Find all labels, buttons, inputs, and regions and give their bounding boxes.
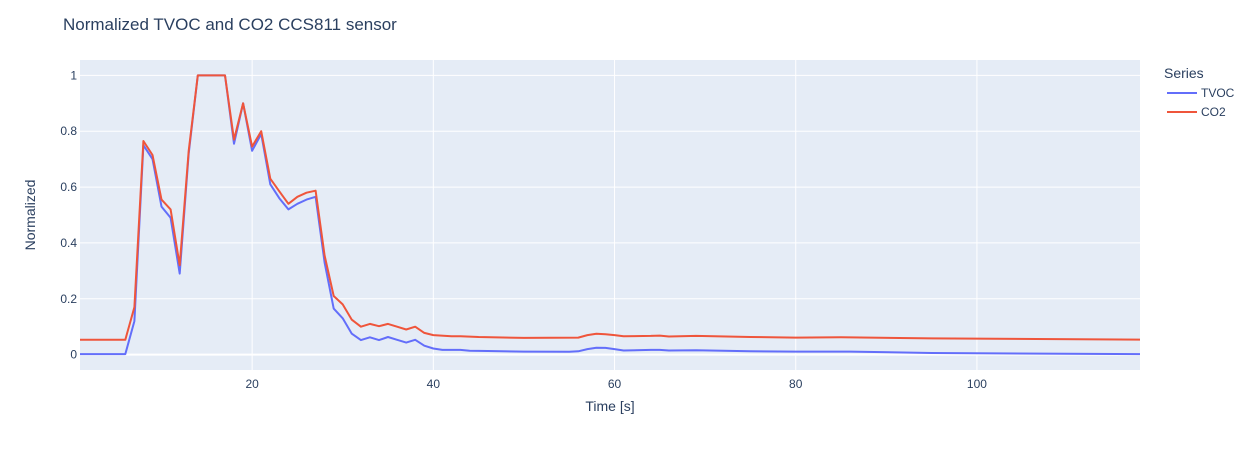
y-tick-label: 0.2 bbox=[60, 292, 77, 306]
x-tick-label: 100 bbox=[967, 377, 987, 391]
y-tick-label: 1 bbox=[70, 68, 77, 82]
series-line-co2 bbox=[80, 74, 1141, 341]
y-tick-label: 0.8 bbox=[60, 124, 77, 138]
y-axis-title: Normalized bbox=[22, 180, 38, 251]
x-tick-label: 40 bbox=[427, 377, 441, 391]
legend-title: Series bbox=[1164, 65, 1204, 81]
y-tick-label: 0.6 bbox=[60, 180, 77, 194]
x-tick-label: 80 bbox=[789, 377, 803, 391]
x-axis-title: Time [s] bbox=[585, 398, 634, 414]
series-layer bbox=[80, 74, 1141, 356]
y-tick-label: 0.4 bbox=[60, 236, 77, 250]
plot-background bbox=[80, 60, 1140, 370]
x-tick-label: 60 bbox=[608, 377, 622, 391]
legend-item-co2[interactable]: CO2 bbox=[1167, 105, 1226, 119]
grid-layer bbox=[80, 60, 1140, 370]
chart-title: Normalized TVOC and CO2 CCS811 sensor bbox=[63, 15, 397, 34]
legend-items: TVOC CO2 bbox=[1167, 86, 1235, 119]
y-tick-label: 0 bbox=[70, 348, 77, 362]
x-tick-label: 20 bbox=[245, 377, 259, 391]
tick-layer: 20 40 60 80 100 0 0.2 0.4 0.6 0.8 1 bbox=[60, 68, 987, 391]
legend-label: TVOC bbox=[1201, 86, 1235, 100]
legend-label: CO2 bbox=[1201, 105, 1226, 119]
legend-item-tvoc[interactable]: TVOC bbox=[1167, 86, 1235, 100]
legend: Series TVOC CO2 bbox=[1164, 65, 1235, 119]
